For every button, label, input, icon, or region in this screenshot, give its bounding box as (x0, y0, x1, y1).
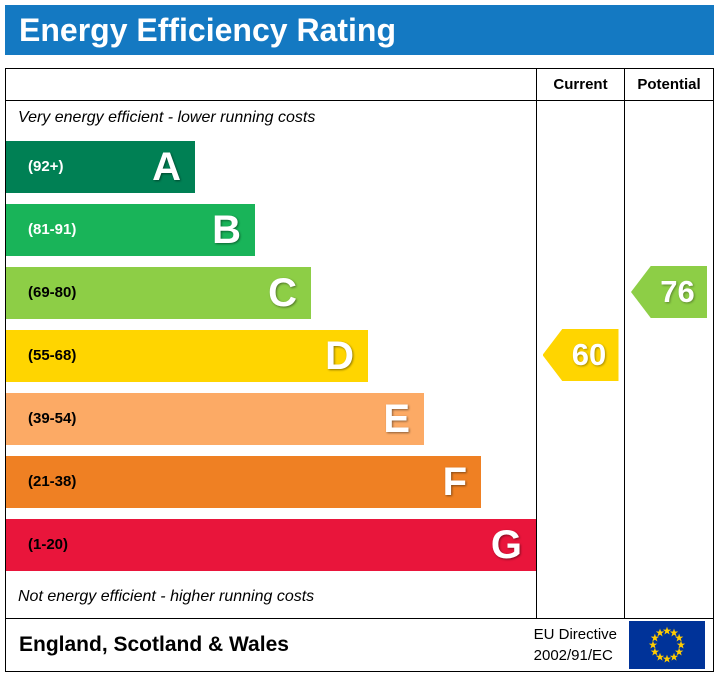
top-note: Very energy efficient - lower running co… (18, 109, 316, 126)
current-column: 60 (537, 101, 625, 618)
eu-directive-label: EU Directive 2002/91/EC (534, 624, 617, 666)
page-title: Energy Efficiency Rating (19, 11, 396, 48)
band-letter: G (490, 522, 522, 567)
band-letter: D (325, 333, 354, 378)
band-row: (21-38) F (6, 450, 536, 513)
band-letter: F (442, 459, 467, 504)
band-f-bar: (21-38) F (6, 455, 481, 508)
band-e-bar: (39-54) E (6, 392, 424, 445)
chart-area: Current Potential Very energy efficient … (6, 69, 713, 619)
header-spacer (6, 69, 537, 101)
band-row: (1-20) G (6, 513, 536, 576)
bottom-note: Not energy efficient - higher running co… (18, 588, 315, 605)
band-letter: B (212, 207, 241, 252)
region-label: England, Scotland & Wales (19, 633, 289, 656)
band-row: (81-91) B (6, 198, 536, 261)
eu-directive-line1: EU Directive (533, 626, 617, 643)
column-header-current: Current (537, 69, 625, 101)
band-range: (55-68) (28, 347, 77, 364)
band-b-bar: (81-91) B (6, 203, 255, 256)
band-d-bar: (55-68) D (6, 329, 368, 382)
band-letter: C (268, 270, 297, 315)
column-header-potential: Potential (625, 69, 713, 101)
potential-rating-pointer: 76 (631, 266, 707, 318)
band-row: (39-54) E (6, 387, 536, 450)
band-range: (69-80) (28, 284, 77, 301)
band-range: (1-20) (28, 536, 69, 553)
footer: England, Scotland & Wales EU Directive 2… (6, 619, 713, 671)
band-range: (21-38) (28, 473, 77, 490)
current-rating-pointer: 60 (542, 329, 619, 381)
current-rating-value: 60 (571, 337, 607, 372)
chart-box: Current Potential Very energy efficient … (5, 68, 714, 672)
band-letter: A (152, 144, 181, 189)
title-bar: Energy Efficiency Rating (5, 5, 714, 55)
bands-column: Very energy efficient - lower running co… (6, 101, 537, 618)
band-c-bar: (69-80) C (6, 266, 311, 319)
eu-flag-icon (629, 621, 705, 669)
band-row: (69-80) C (6, 261, 536, 324)
band-g-bar: (1-20) G (6, 518, 536, 571)
band-row: (55-68) D (6, 324, 536, 387)
eu-directive-line2: 2002/91/EC (533, 647, 613, 664)
potential-column: 76 (625, 101, 713, 618)
band-range: (81-91) (28, 221, 77, 238)
band-letter: E (383, 396, 410, 441)
band-range: (39-54) (28, 410, 77, 427)
band-range: (92+) (28, 158, 64, 175)
band-row: (92+) A (6, 135, 536, 198)
band-a-bar: (92+) A (6, 140, 195, 193)
potential-rating-value: 76 (660, 274, 695, 309)
